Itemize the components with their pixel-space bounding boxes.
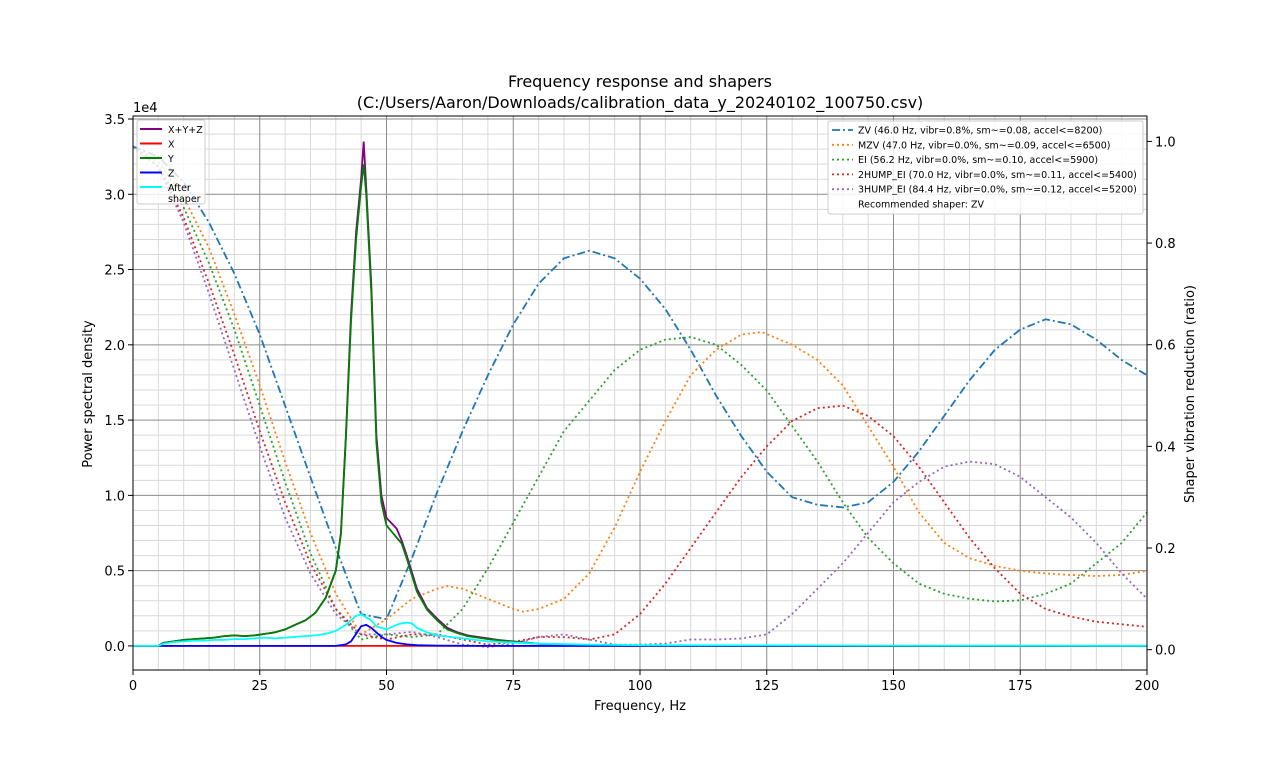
y-tick-label: 1.5 bbox=[104, 414, 125, 429]
psd-line bbox=[133, 164, 1147, 647]
x-tick-label: 125 bbox=[754, 679, 779, 694]
y2-axis-label: Shaper vibration reduction (ratio) bbox=[1183, 285, 1198, 503]
x-tick-label: 75 bbox=[505, 679, 522, 694]
legend-label: Y bbox=[167, 154, 174, 165]
recommended-shaper-text: Recommended shaper: ZV bbox=[858, 200, 984, 211]
shaper-line bbox=[132, 145, 1148, 641]
y-tick-label: 1.0 bbox=[104, 489, 125, 504]
y2-tick-label: 0.8 bbox=[1155, 237, 1176, 252]
shaper-legend: ZV (46.0 Hz, vibr=0.8%, sm~=0.08, accel<… bbox=[827, 120, 1144, 215]
legend-label: ZV (46.0 Hz, vibr=0.8%, sm~=0.08, accel<… bbox=[858, 126, 1102, 137]
x-tick-label: 200 bbox=[1135, 679, 1160, 694]
y2-tick-label: 0.2 bbox=[1155, 542, 1176, 557]
x-tick-label: 175 bbox=[1008, 679, 1033, 694]
plot-frame bbox=[132, 115, 1148, 671]
chart-subtitle: (C:/Users/Aaron/Downloads/calibration_da… bbox=[357, 93, 924, 113]
legend-label: X+Y+Z bbox=[168, 125, 203, 136]
legend-label: 3HUMP_EI (84.4 Hz, vibr=0.0%, sm~=0.12, … bbox=[858, 185, 1137, 196]
y-tick-label: 3.5 bbox=[104, 113, 125, 128]
x-tick-label: 0 bbox=[129, 679, 137, 694]
legend-label: Z bbox=[168, 169, 175, 180]
chart-title: Frequency response and shapers bbox=[508, 72, 772, 91]
y-tick-label: 3.0 bbox=[104, 188, 125, 203]
y-tick-label: 0.5 bbox=[104, 565, 125, 580]
y-axis-label: Power spectral density bbox=[81, 320, 96, 468]
x-tick-label: 100 bbox=[628, 679, 653, 694]
y-tick-label: 0.0 bbox=[104, 640, 125, 655]
x-tick-label: 150 bbox=[881, 679, 906, 694]
legend-label: MZV (47.0 Hz, vibr=0.0%, sm~=0.09, accel… bbox=[858, 140, 1110, 151]
shaper-legend-box bbox=[827, 120, 1144, 215]
legend-label: X bbox=[168, 140, 175, 151]
x-tick-label: 50 bbox=[378, 679, 395, 694]
y-tick-label: 2.0 bbox=[104, 339, 125, 354]
y-tick-label: 2.5 bbox=[104, 264, 125, 279]
legend-label: shaper bbox=[168, 194, 201, 205]
y2-tick-label: 0.6 bbox=[1155, 339, 1176, 354]
y-offset-label: 1e4 bbox=[133, 101, 158, 116]
y2-tick-label: 0.0 bbox=[1155, 644, 1176, 659]
legend-label: 2HUMP_EI (70.0 Hz, vibr=0.0%, sm~=0.11, … bbox=[858, 170, 1137, 181]
legend-label: After bbox=[168, 183, 191, 194]
legend-label: EI (56.2 Hz, vibr=0.0%, sm~=0.10, accel<… bbox=[858, 155, 1098, 166]
shaper-line bbox=[132, 145, 1148, 646]
x-axis-label: Frequency, Hz bbox=[594, 699, 686, 714]
psd-legend-box bbox=[136, 119, 206, 205]
psd-line bbox=[133, 613, 1148, 647]
y2-tick-label: 0.4 bbox=[1155, 440, 1176, 455]
y2-tick-label: 1.0 bbox=[1155, 135, 1176, 150]
plot-area: 0 25 50 75 100 125 150 175 200 0.0 0.5 1.0 1.5 2.0 2.5… bbox=[104, 113, 1175, 694]
psd-line bbox=[133, 623, 1147, 647]
shaper-line bbox=[132, 145, 1148, 621]
x-tick-label: 25 bbox=[251, 679, 268, 694]
